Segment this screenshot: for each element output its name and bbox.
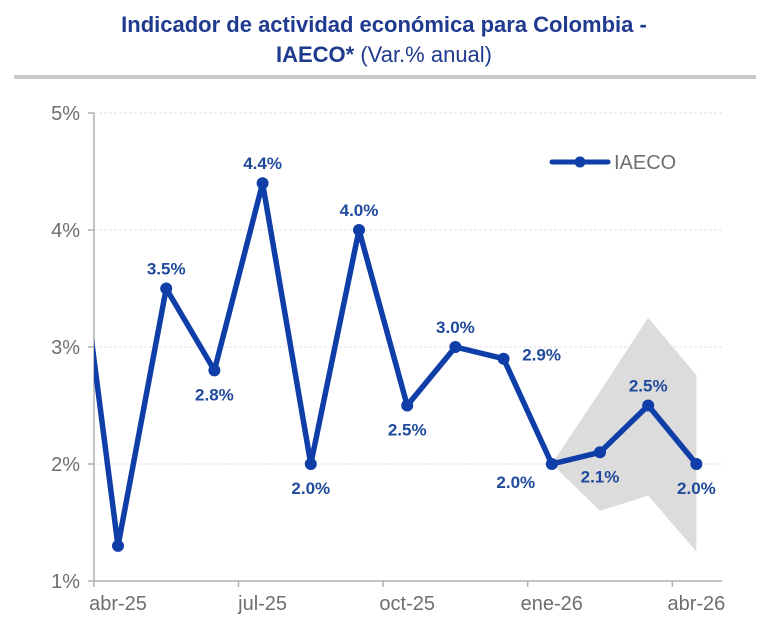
- y-tick-label: 2%: [51, 454, 80, 476]
- data-point: [642, 399, 655, 412]
- axes: [93, 113, 722, 582]
- y-tick-label: 1%: [51, 571, 80, 593]
- data-point: [353, 224, 365, 236]
- data-point: [112, 539, 124, 552]
- chart-title-units: (Var.% anual): [354, 42, 493, 67]
- data-label: 2.5%: [629, 377, 668, 396]
- series-group: [94, 177, 703, 552]
- data-label: 2.5%: [388, 421, 427, 440]
- title-divider: [14, 75, 756, 79]
- data-label: 4.0%: [340, 201, 379, 220]
- x-axis-ticks: abr-25 jul-25 oct-25 ene-26 abr-26: [89, 581, 725, 615]
- data-labels: 3.5% 2.8% 4.4% 2.0% 4.0% 2.5% 3.0% 2.9% 2.0% 2.1%…: [147, 154, 716, 498]
- legend-marker-icon: [574, 156, 586, 168]
- data-label: 2.0%: [291, 479, 330, 498]
- data-point: [160, 282, 173, 295]
- x-tick-label: abr-25: [89, 593, 147, 615]
- y-axis-ticks: 1% 2% 3% 4% 5%: [51, 103, 94, 593]
- forecast-band-group: [551, 317, 697, 552]
- forecast-band: [551, 317, 697, 552]
- legend: IAECO: [549, 152, 676, 174]
- data-point: [497, 352, 510, 365]
- x-tick-label: ene-26: [521, 593, 583, 615]
- data-point: [304, 458, 317, 470]
- data-label: 2.1%: [581, 467, 620, 486]
- data-label: 4.4%: [243, 154, 282, 173]
- data-point: [690, 458, 703, 470]
- y-tick-label: 5%: [51, 103, 80, 125]
- chart-title-line1: Indicador de actividad económica para Co…: [121, 12, 647, 37]
- y-tick-label: 3%: [51, 337, 80, 359]
- data-label: 2.8%: [195, 385, 234, 404]
- data-label: 3.0%: [436, 318, 475, 337]
- data-label: 3.5%: [147, 260, 186, 279]
- data-point: [594, 446, 606, 459]
- data-point: [545, 458, 558, 470]
- data-point: [256, 177, 269, 190]
- data-label: 2.0%: [677, 479, 716, 498]
- data-point: [208, 364, 221, 377]
- series-line-iaeco: [94, 180, 700, 549]
- x-tick-label: oct-25: [379, 593, 435, 615]
- chart-title-series: IAECO*: [275, 42, 355, 67]
- data-label: 2.0%: [496, 473, 535, 492]
- x-tick-label: abr-26: [667, 593, 725, 615]
- data-point: [449, 341, 462, 353]
- x-tick-label: jul-25: [237, 593, 287, 615]
- legend-label: IAECO: [614, 152, 676, 174]
- data-label: 2.9%: [522, 346, 561, 365]
- y-tick-label: 4%: [51, 220, 80, 242]
- chart-title: Indicador de actividad económica para Co…: [0, 10, 768, 70]
- data-point: [401, 399, 414, 412]
